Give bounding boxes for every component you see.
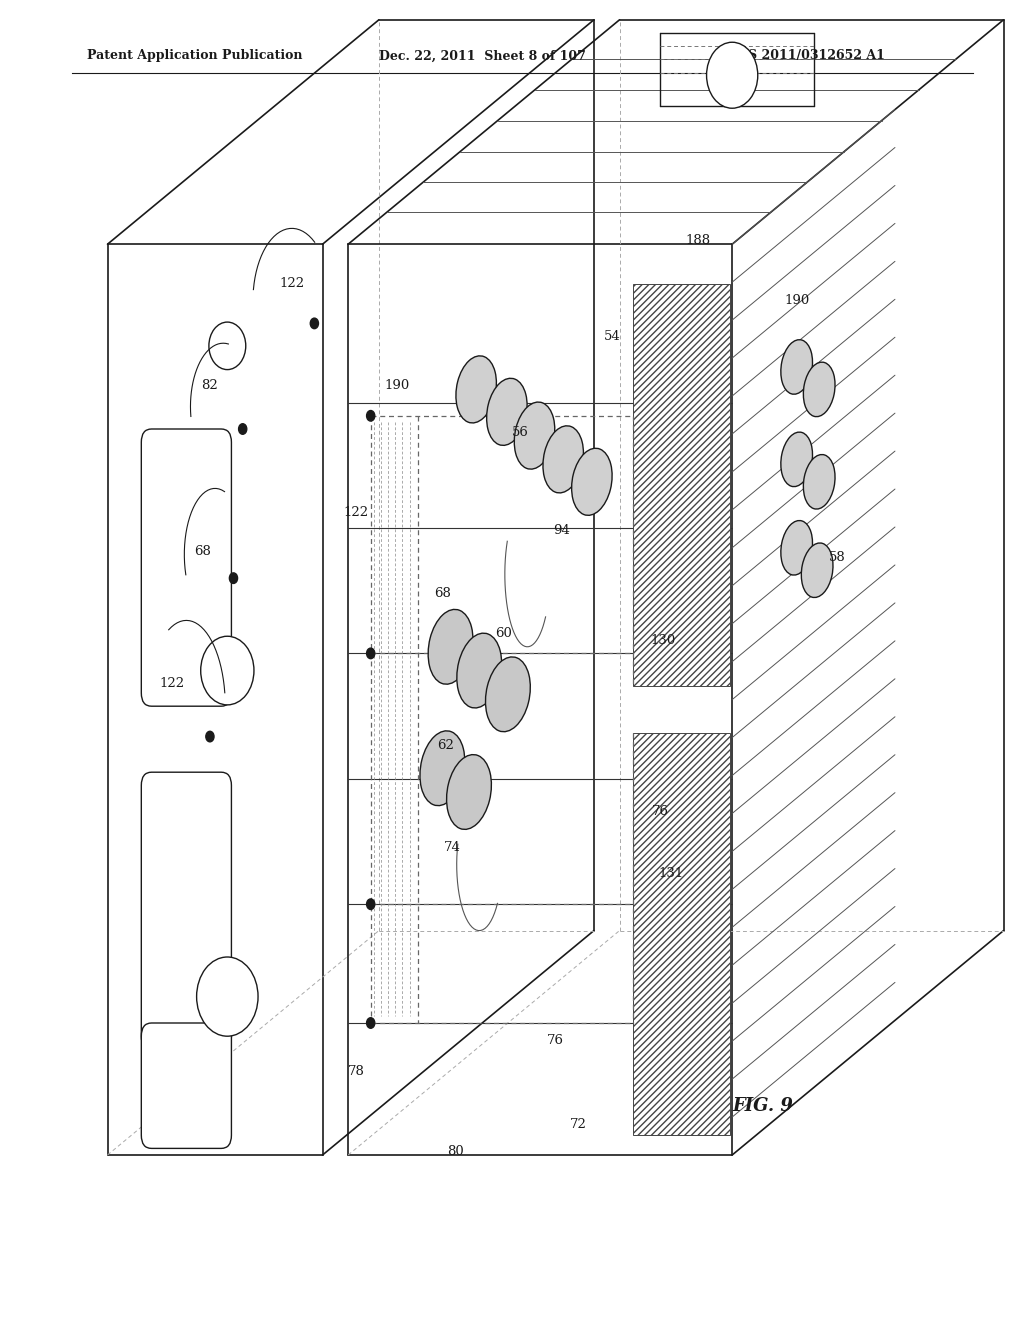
Text: 190: 190 bbox=[385, 379, 410, 392]
Circle shape bbox=[367, 411, 375, 421]
Circle shape bbox=[367, 648, 375, 659]
Bar bbox=[633, 733, 730, 1135]
Text: 74: 74 bbox=[444, 841, 461, 854]
Text: 62: 62 bbox=[437, 739, 454, 752]
Circle shape bbox=[367, 1018, 375, 1028]
Ellipse shape bbox=[543, 426, 584, 492]
Text: 72: 72 bbox=[570, 1118, 587, 1131]
Ellipse shape bbox=[804, 454, 835, 510]
Text: 130: 130 bbox=[651, 634, 676, 647]
Circle shape bbox=[367, 899, 375, 909]
Text: 188: 188 bbox=[686, 234, 711, 247]
Circle shape bbox=[201, 636, 254, 705]
Text: 60: 60 bbox=[496, 627, 512, 640]
Ellipse shape bbox=[781, 339, 812, 395]
Text: 68: 68 bbox=[434, 587, 451, 601]
Circle shape bbox=[229, 573, 238, 583]
Circle shape bbox=[209, 322, 246, 370]
Ellipse shape bbox=[456, 356, 497, 422]
Text: 68: 68 bbox=[195, 545, 211, 558]
Text: 76: 76 bbox=[547, 1034, 563, 1047]
Text: Patent Application Publication: Patent Application Publication bbox=[87, 49, 302, 62]
Circle shape bbox=[310, 318, 318, 329]
Ellipse shape bbox=[571, 449, 612, 515]
Text: US 2011/0312652 A1: US 2011/0312652 A1 bbox=[737, 49, 885, 62]
Ellipse shape bbox=[457, 634, 502, 708]
Ellipse shape bbox=[802, 543, 833, 598]
Text: 122: 122 bbox=[280, 277, 304, 290]
Text: 58: 58 bbox=[829, 550, 846, 564]
Ellipse shape bbox=[804, 362, 835, 417]
Text: 122: 122 bbox=[160, 677, 184, 690]
Text: 80: 80 bbox=[447, 1144, 464, 1158]
Circle shape bbox=[239, 424, 247, 434]
Text: Dec. 22, 2011  Sheet 8 of 107: Dec. 22, 2011 Sheet 8 of 107 bbox=[379, 49, 586, 62]
Text: 78: 78 bbox=[348, 1065, 365, 1078]
Text: FIG. 9: FIG. 9 bbox=[732, 1097, 793, 1115]
Ellipse shape bbox=[781, 520, 812, 576]
Text: 54: 54 bbox=[604, 330, 621, 343]
Text: 190: 190 bbox=[784, 294, 809, 308]
Ellipse shape bbox=[428, 610, 473, 684]
Text: 131: 131 bbox=[658, 867, 683, 880]
Circle shape bbox=[206, 731, 214, 742]
Text: 82: 82 bbox=[202, 379, 218, 392]
Ellipse shape bbox=[485, 657, 530, 731]
Circle shape bbox=[707, 42, 758, 108]
Circle shape bbox=[197, 957, 258, 1036]
FancyBboxPatch shape bbox=[141, 1023, 231, 1148]
Text: 122: 122 bbox=[344, 506, 369, 519]
FancyBboxPatch shape bbox=[141, 772, 231, 1049]
Ellipse shape bbox=[514, 403, 555, 469]
Bar bbox=[633, 284, 730, 686]
Text: 56: 56 bbox=[512, 426, 528, 440]
Ellipse shape bbox=[446, 755, 492, 829]
Text: 94: 94 bbox=[553, 524, 569, 537]
Text: 76: 76 bbox=[652, 805, 669, 818]
Ellipse shape bbox=[420, 731, 465, 805]
Ellipse shape bbox=[486, 379, 527, 445]
FancyBboxPatch shape bbox=[141, 429, 231, 706]
Ellipse shape bbox=[781, 432, 812, 487]
